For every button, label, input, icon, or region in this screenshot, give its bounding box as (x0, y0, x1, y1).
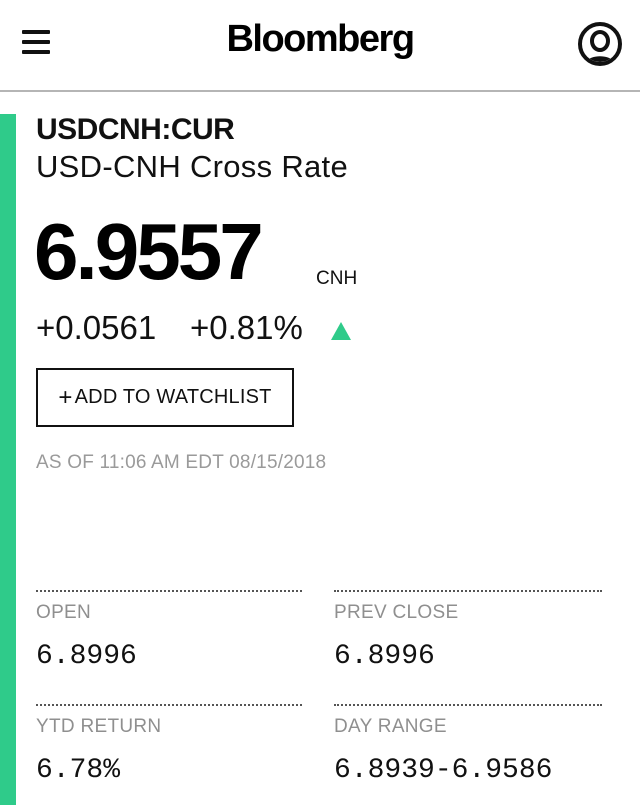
stat-value-day-range: 6.8939-6.9586 (334, 755, 553, 786)
stat-label-ytd-return: YTD RETURN (36, 716, 162, 737)
instrument-name: USD-CNH Cross Rate (36, 149, 348, 184)
plus-icon: + (58, 383, 73, 411)
hamburger-menu-icon[interactable] (22, 30, 50, 54)
menu-line-middle (22, 40, 50, 44)
stat-divider (36, 590, 302, 592)
menu-line-top (22, 30, 50, 34)
stat-label-open: OPEN (36, 602, 92, 623)
stat-value-ytd-return: 6.78% (36, 755, 121, 786)
ticker-symbol: USDCNH:CUR (36, 113, 235, 146)
price-currency: CNH (316, 268, 358, 289)
add-to-watchlist-label: ADD TO WATCHLIST (74, 386, 272, 408)
accent-bar (0, 114, 16, 805)
menu-line-bottom (22, 50, 50, 54)
stat-label-day-range: DAY RANGE (334, 716, 447, 737)
top-nav-bar: Bloomberg (0, 0, 640, 92)
stat-divider (36, 704, 302, 706)
stat-divider (334, 704, 602, 706)
stat-divider (334, 590, 602, 592)
stat-label-prev-close: PREV CLOSE (334, 602, 459, 623)
stat-value-open: 6.8996 (36, 641, 137, 672)
bloomberg-logo[interactable]: Bloomberg (226, 18, 415, 60)
stat-value-prev-close: 6.8996 (334, 641, 435, 672)
price-change-absolute: +0.0561 (36, 309, 157, 346)
current-price: 6.9557 (34, 207, 264, 296)
price-change-percent: +0.81% (190, 309, 303, 346)
add-to-watchlist-button[interactable]: + ADD TO WATCHLIST (36, 368, 294, 427)
triangle-up-icon (331, 322, 351, 340)
user-profile-icon[interactable] (578, 22, 622, 66)
quote-timestamp: AS OF 11:06 AM EDT 08/15/2018 (36, 452, 327, 473)
